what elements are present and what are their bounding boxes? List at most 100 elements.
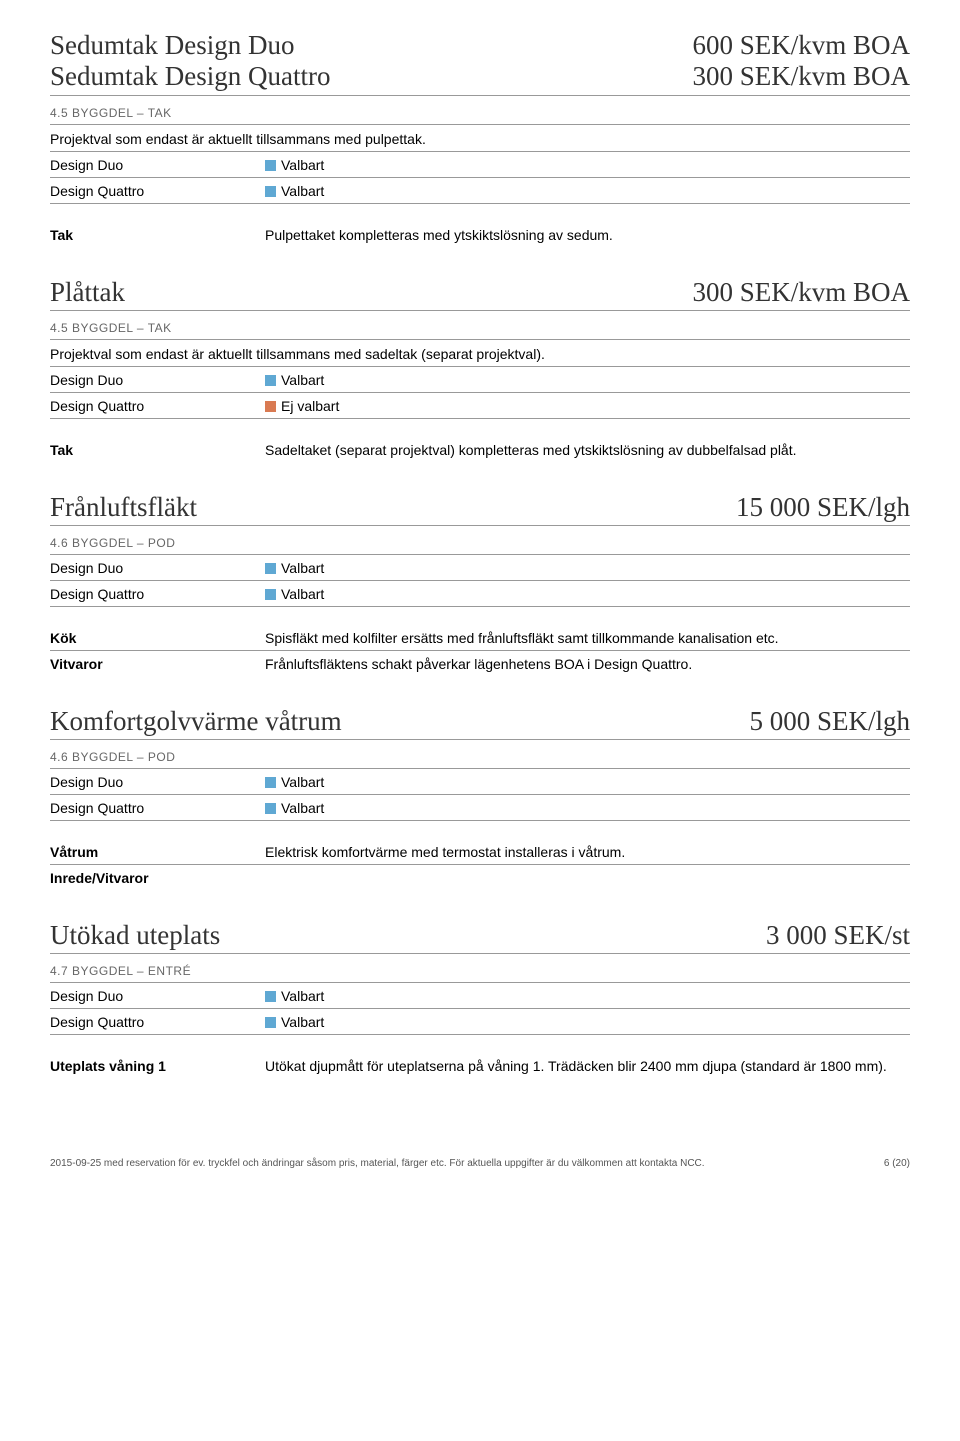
option-rows: Design DuoValbartDesign QuattroValbart [50,555,910,607]
section-title: Komfortgolvvärme våtrum [50,706,342,737]
detail-key: Våtrum [50,844,265,860]
detail-rows: KökSpisfläkt med kolfilter ersätts med f… [50,625,910,676]
detail-key: Inrede/Vitvaror [50,870,265,886]
detail-value: Frånluftsfläktens schakt påverkar lägenh… [265,656,910,672]
option-key: Design Duo [50,988,265,1004]
option-key: Design Duo [50,774,265,790]
detail-value [265,870,910,886]
option-rows: Design DuoValbartDesign QuattroValbart [50,983,910,1035]
option-key: Design Quattro [50,183,265,199]
section-code: 4.5 BYGGDEL – TAK [50,100,910,125]
detail-rows: VåtrumElektrisk komfortvärme med termost… [50,839,910,890]
detail-key: Tak [50,442,265,458]
detail-value: Spisfläkt med kolfilter ersätts med från… [265,630,910,646]
detail-key: Vitvaror [50,656,265,672]
detail-rows: TakPulpettaket kompletteras med ytskikts… [50,222,910,247]
section-title: Utökad uteplats [50,920,220,951]
option-rows: Design DuoValbartDesign QuattroEj valbar… [50,367,910,419]
detail-rows: TakSadeltaket (separat projektval) kompl… [50,437,910,462]
top-heading-row-2: Sedumtak Design Quattro 300 SEK/kvm BOA [50,61,910,92]
option-value: Ej valbart [265,398,910,414]
option-key: Design Quattro [50,800,265,816]
valbart-swatch-icon [265,589,276,600]
section-heading: Utökad uteplats 3 000 SEK/st [50,920,910,954]
option-value: Valbart [265,800,910,816]
option-row: Design DuoValbart [50,555,910,581]
section-price: 5 000 SEK/lgh [749,706,910,737]
top-heading-row-1: Sedumtak Design Duo 600 SEK/kvm BOA [50,30,910,61]
option-value: Valbart [265,157,910,173]
option-row: Design DuoValbart [50,367,910,393]
section-price: 3 000 SEK/st [766,920,910,951]
valbart-swatch-icon [265,563,276,574]
option-row: Design DuoValbart [50,769,910,795]
detail-value: Elektrisk komfortvärme med termostat ins… [265,844,910,860]
option-value: Valbart [265,560,910,576]
detail-row: TakSadeltaket (separat projektval) kompl… [50,437,910,462]
option-row: Design QuattroValbart [50,178,910,204]
option-row: Design QuattroEj valbart [50,393,910,419]
valbart-swatch-icon [265,803,276,814]
option-value: Valbart [265,183,910,199]
option-row: Design QuattroValbart [50,795,910,821]
option-row: Design DuoValbart [50,152,910,178]
page-footer: 2015-09-25 med reservation för ev. tryck… [50,1158,910,1169]
top-heading-right-1: 600 SEK/kvm BOA [692,30,910,61]
section-title: Plåttak [50,277,125,308]
valbart-swatch-icon [265,991,276,1002]
detail-row: Uteplats våning 1Utökat djupmått för ute… [50,1053,910,1078]
section-price: 15 000 SEK/lgh [736,492,910,523]
detail-rows: Uteplats våning 1Utökat djupmått för ute… [50,1053,910,1078]
section-note: Projektval som endast är aktuellt tillsa… [50,125,910,152]
footer-left: 2015-09-25 med reservation för ev. tryck… [50,1158,705,1169]
section-title: Frånluftsfläkt [50,492,197,523]
option-value: Valbart [265,1014,910,1030]
top-heading-left-2: Sedumtak Design Quattro [50,61,330,92]
valbart-swatch-icon [265,1017,276,1028]
option-row: Design DuoValbart [50,983,910,1009]
top-heading-right-2: 300 SEK/kvm BOA [692,61,910,92]
detail-key: Tak [50,227,265,243]
option-rows: Design DuoValbartDesign QuattroValbart [50,769,910,821]
section-code: 4.6 BYGGDEL – POD [50,530,910,555]
top-heading-left-1: Sedumtak Design Duo [50,30,294,61]
detail-key: Uteplats våning 1 [50,1058,265,1074]
section-heading: Frånluftsfläkt 15 000 SEK/lgh [50,492,910,526]
option-value: Valbart [265,988,910,1004]
ej-valbart-swatch-icon [265,401,276,412]
option-rows: Design DuoValbartDesign QuattroValbart [50,152,910,204]
section-code: 4.7 BYGGDEL – ENTRÉ [50,958,910,983]
section-code: 4.5 BYGGDEL – TAK [50,315,910,340]
option-value: Valbart [265,372,910,388]
option-key: Design Quattro [50,398,265,414]
detail-value: Utökat djupmått för uteplatserna på våni… [265,1058,910,1074]
option-key: Design Quattro [50,1014,265,1030]
option-key: Design Duo [50,157,265,173]
detail-value: Sadeltaket (separat projektval) komplett… [265,442,910,458]
section-heading: Komfortgolvvärme våtrum 5 000 SEK/lgh [50,706,910,740]
option-row: Design QuattroValbart [50,581,910,607]
option-key: Design Duo [50,560,265,576]
section-code: 4.6 BYGGDEL – POD [50,744,910,769]
detail-row: TakPulpettaket kompletteras med ytskikts… [50,222,910,247]
detail-row: Inrede/Vitvaror [50,865,910,890]
option-key: Design Quattro [50,586,265,602]
detail-value: Pulpettaket kompletteras med ytskiktslös… [265,227,910,243]
option-key: Design Duo [50,372,265,388]
valbart-swatch-icon [265,375,276,386]
valbart-swatch-icon [265,186,276,197]
option-value: Valbart [265,774,910,790]
detail-row: VitvarorFrånluftsfläktens schakt påverka… [50,651,910,676]
section-price: 300 SEK/kvm BOA [692,277,910,308]
section-note: Projektval som endast är aktuellt tillsa… [50,340,910,367]
divider [50,95,910,96]
detail-key: Kök [50,630,265,646]
valbart-swatch-icon [265,160,276,171]
option-row: Design QuattroValbart [50,1009,910,1035]
detail-row: KökSpisfläkt med kolfilter ersätts med f… [50,625,910,651]
option-value: Valbart [265,586,910,602]
valbart-swatch-icon [265,777,276,788]
detail-row: VåtrumElektrisk komfortvärme med termost… [50,839,910,865]
footer-right: 6 (20) [884,1158,910,1169]
section-heading: Plåttak 300 SEK/kvm BOA [50,277,910,311]
